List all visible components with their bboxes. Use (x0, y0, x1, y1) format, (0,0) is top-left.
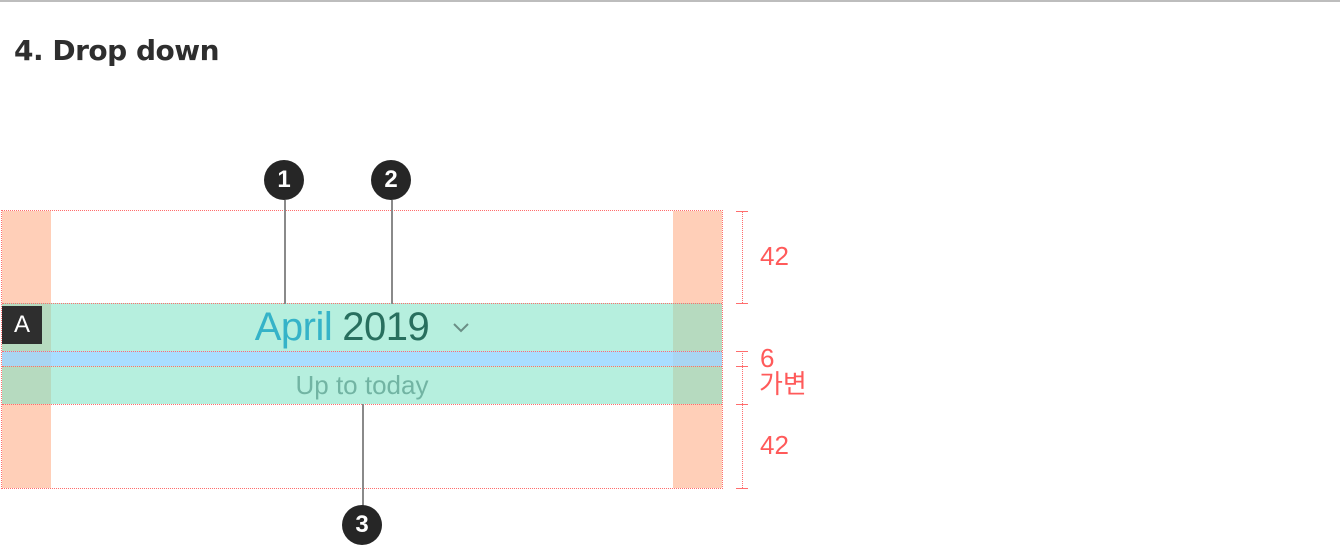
callout-marker-1: 1 (264, 160, 304, 200)
month-label: April (254, 304, 333, 349)
dimension-label-gap: 6 (760, 343, 775, 373)
year-label: 2019 (342, 304, 430, 349)
dimension-line-top (742, 211, 743, 303)
callout-leader-1 (284, 200, 286, 304)
callout-leader-2 (391, 200, 393, 304)
callout-leader-3 (362, 404, 364, 506)
subtitle-row-band (2, 366, 722, 404)
dimension-label-variable: 가변 (759, 369, 807, 399)
dimension-line-bottom (742, 404, 743, 488)
section-title: 4. Drop down (14, 34, 220, 67)
guide-line (2, 351, 722, 352)
guide-line (2, 303, 722, 304)
dropdown-title[interactable]: April 2019 (51, 303, 673, 351)
gap-band (2, 351, 722, 366)
dimension-tick (736, 488, 748, 489)
area-label-badge: A (2, 306, 42, 344)
dimension-label-top: 42 (760, 241, 789, 271)
guide-line (2, 366, 722, 367)
dimension-tick (736, 211, 748, 212)
dimension-tick (736, 351, 748, 352)
title-row-band (2, 303, 722, 351)
callout-marker-3: 3 (342, 505, 382, 545)
dimension-tick (736, 303, 748, 304)
chevron-down-icon[interactable] (453, 320, 469, 336)
dimension-line-gap (742, 351, 743, 366)
dimension-label-bottom: 42 (760, 430, 789, 460)
subtitle-label: Up to today (295, 369, 429, 400)
dimension-line-variable (742, 366, 743, 404)
callout-marker-2: 2 (371, 160, 411, 200)
top-divider (0, 0, 1340, 2)
